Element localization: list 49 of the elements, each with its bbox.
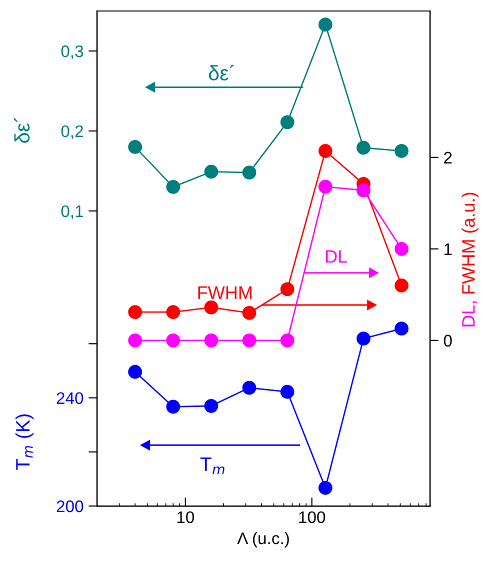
point <box>166 400 180 414</box>
point <box>128 140 142 154</box>
annotation: DL <box>326 250 348 263</box>
point <box>318 144 332 158</box>
x-tick-label: 10 <box>177 511 194 524</box>
point <box>318 18 332 32</box>
point <box>242 306 256 320</box>
text: δε´ <box>14 118 30 143</box>
point <box>204 333 218 348</box>
point <box>242 333 256 348</box>
point <box>356 183 370 198</box>
point <box>166 305 180 319</box>
y3-tick-label: 200 <box>56 500 84 512</box>
y2-tick-label: 2 <box>444 152 452 164</box>
x-tick-label: 100 <box>299 511 326 524</box>
point <box>242 380 256 395</box>
y-tick-label: 0,1 <box>61 205 84 220</box>
annotation: T$_{m}$ <box>200 458 224 474</box>
point <box>280 282 294 296</box>
point <box>128 333 142 348</box>
y-axis-title: δε´ <box>208 64 234 80</box>
point <box>204 300 218 314</box>
point <box>318 480 332 495</box>
point <box>242 166 256 180</box>
y2-tick-label: 0 <box>444 334 452 347</box>
point <box>394 322 408 336</box>
point <box>280 333 294 348</box>
point <box>394 144 408 158</box>
point <box>394 278 408 292</box>
point <box>356 140 370 155</box>
point <box>280 115 294 130</box>
y3-axis-title: T$_{m}$ (K) <box>15 414 34 470</box>
y2-tick-label: 1 <box>444 243 452 255</box>
point <box>318 180 332 194</box>
y-tick-label: 0,2 <box>61 125 83 140</box>
y2-axis-title: DL, FWHM (a.u.) <box>462 192 478 326</box>
y-tick-label: 0,3 <box>61 45 84 60</box>
point <box>356 332 370 346</box>
y3-tick-label: 240 <box>56 392 84 404</box>
point <box>128 305 142 319</box>
point <box>280 384 294 399</box>
point <box>166 180 180 194</box>
point <box>128 364 142 379</box>
point <box>166 333 180 348</box>
point <box>204 398 218 413</box>
x-axis-title: Λ (u.c.) <box>237 532 289 548</box>
annotation: FWHM <box>198 286 252 299</box>
point <box>394 242 408 256</box>
point <box>204 164 218 179</box>
